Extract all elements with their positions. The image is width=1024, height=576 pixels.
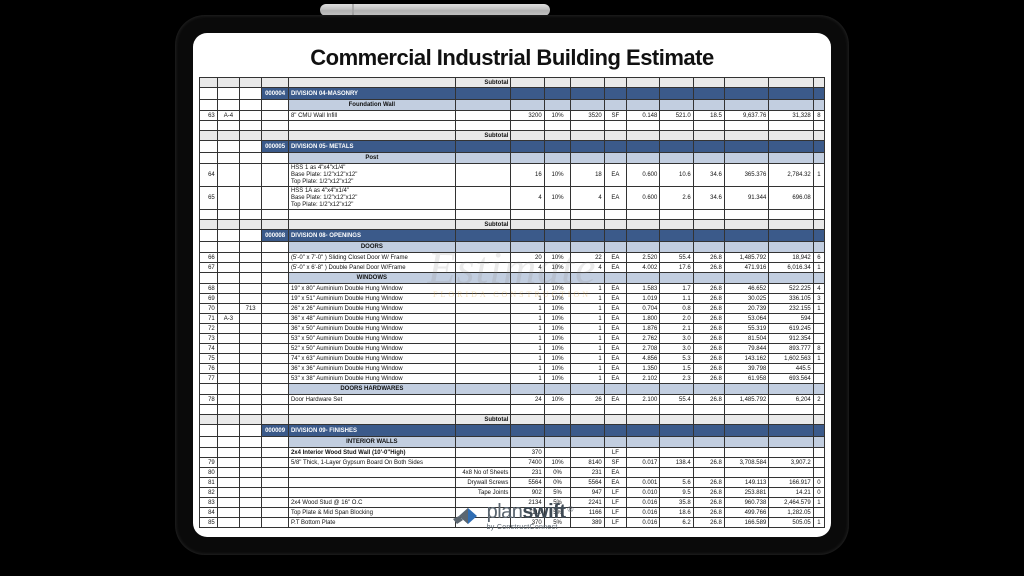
table-row: 7236" x 50" Auminium Double Hung Window1… bbox=[200, 324, 825, 334]
table-row: 64HSS 1 as 4"x4"x1/4" Base Plate: 1/2"x1… bbox=[200, 164, 825, 187]
table-row: 7574" x 63" Auminium Double Hung Window1… bbox=[200, 354, 825, 364]
table-row: 7452" x 50" Auminium Double Hung Window1… bbox=[200, 344, 825, 354]
table-row: 78Door Hardware Set2410%26EA2.10055.426.… bbox=[200, 395, 825, 405]
table-row: 6819" x 80" Auminium Double Hung Window1… bbox=[200, 284, 825, 294]
subheader-row: Post bbox=[200, 153, 825, 164]
table-row: 804x8 No of Sheets2310%231EA bbox=[200, 468, 825, 478]
table-row: 63A-48" CMU Wall Infill320010%3520SF0.14… bbox=[200, 111, 825, 121]
estimate-table: Subtotal000004DIVISION 04-MASONRYFoundat… bbox=[199, 77, 825, 528]
subtotal-row: Subtotal bbox=[200, 220, 825, 230]
table-row: 7636" x 36" Auminium Double Hung Window1… bbox=[200, 364, 825, 374]
table-row: 81Drywall Screws55640%5564EA0.0015.626.8… bbox=[200, 478, 825, 488]
table-row: 795/8" Thick, 1-Layer Gypsum Board On Bo… bbox=[200, 458, 825, 468]
tablet-screen: Commercial Industrial Building Estimate … bbox=[193, 33, 831, 537]
subheader-row: WINDOWS bbox=[200, 273, 825, 284]
table-row: 65HSS 1A as 4"x4"x1/4" Base Plate: 1/2"x… bbox=[200, 187, 825, 210]
table-row: 6919" x 51" Auminium Double Hung Window1… bbox=[200, 294, 825, 304]
table-row: 7071326" x 26" Auminium Double Hung Wind… bbox=[200, 304, 825, 314]
logo-mark-icon bbox=[453, 504, 483, 528]
subtotal-row: Subtotal bbox=[200, 415, 825, 425]
subheader-row: Foundation Wall bbox=[200, 100, 825, 111]
table-row: 7353" x 50" Auminium Double Hung Window1… bbox=[200, 334, 825, 344]
subtotal-row: Subtotal bbox=[200, 131, 825, 141]
table-row: 67(5'-0" x 6'-8" ) Double Panel Door W/F… bbox=[200, 263, 825, 273]
table-row: 82Tape Joints9025%947LF0.0109.526.8253.8… bbox=[200, 488, 825, 498]
logo-text-swift: swift bbox=[522, 501, 565, 523]
division-header-row: 000005DIVISION 05- METALS bbox=[200, 141, 825, 153]
table-row: 66(5'-0" x 7'-0" ) Sliding Closet Door W… bbox=[200, 253, 825, 263]
estimate-sheet-container: Subtotal000004DIVISION 04-MASONRYFoundat… bbox=[193, 77, 831, 528]
page-title: Commercial Industrial Building Estimate bbox=[193, 45, 831, 71]
logo-registered-icon: ® bbox=[567, 505, 573, 514]
table-row: 71A-336" x 48" Auminium Double Hung Wind… bbox=[200, 314, 825, 324]
subheader-row: INTERIOR WALLS bbox=[200, 437, 825, 448]
division-header-row: 000008DIVISION 08- OPENINGS bbox=[200, 230, 825, 242]
table-row: 2x4 Interior Wood Stud Wall (10'-0"High)… bbox=[200, 448, 825, 458]
division-header-row: 000009DIVISION 09- FINISHES bbox=[200, 425, 825, 437]
division-header-row: 000004DIVISION 04-MASONRY bbox=[200, 88, 825, 100]
table-row: 7753" x 38" Auminium Double Hung Window1… bbox=[200, 374, 825, 384]
planswift-logo: planswift® by ConstructConnect bbox=[193, 501, 831, 531]
subtotal-row: Subtotal bbox=[200, 78, 825, 88]
tablet-frame: Commercial Industrial Building Estimate … bbox=[175, 15, 849, 555]
subheader-row: DOORS bbox=[200, 242, 825, 253]
logo-byline: by ConstructConnect bbox=[487, 524, 572, 531]
subheader-row: DOORS HARDWARES bbox=[200, 384, 825, 395]
logo-text-plan: plan bbox=[487, 501, 523, 523]
